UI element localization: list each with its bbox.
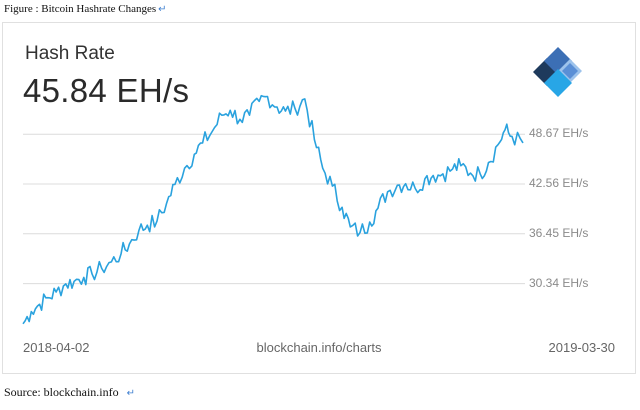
y-tick-label: 48.67 EH/s xyxy=(529,126,589,141)
chart-card: Hash Rate 45.84 EH/s 30.34 EH/s 36.45 EH/… xyxy=(2,22,636,374)
hashrate-line-chart xyxy=(22,94,525,325)
figure-caption: Figure : Bitcoin Hashrate Changes ↵ xyxy=(4,3,167,15)
series-line-hashrate xyxy=(22,94,524,325)
grid-lines xyxy=(23,133,525,285)
logo-accent-diamond xyxy=(562,63,578,79)
chart-title: Hash Rate xyxy=(25,43,115,64)
return-mark: ↵ xyxy=(126,388,136,399)
y-tick-label: 42.56 EH/s xyxy=(529,175,589,190)
x-start-date: 2018-04-02 xyxy=(23,340,90,355)
current-hashrate-value: 45.84 EH/s xyxy=(23,72,190,109)
source-link-label: blockchain.info/charts xyxy=(256,340,382,355)
x-end-date: 2019-03-30 xyxy=(548,340,616,355)
source-note: Source: blockchain.info ↵ xyxy=(4,385,136,399)
blockchain-logo-icon xyxy=(533,47,582,97)
y-tick-label: 30.34 EH/s xyxy=(529,275,589,290)
logo-bottom-diamond xyxy=(544,69,572,97)
y-tick-label: 36.45 EH/s xyxy=(529,225,589,240)
return-mark: ↵ xyxy=(158,4,167,15)
